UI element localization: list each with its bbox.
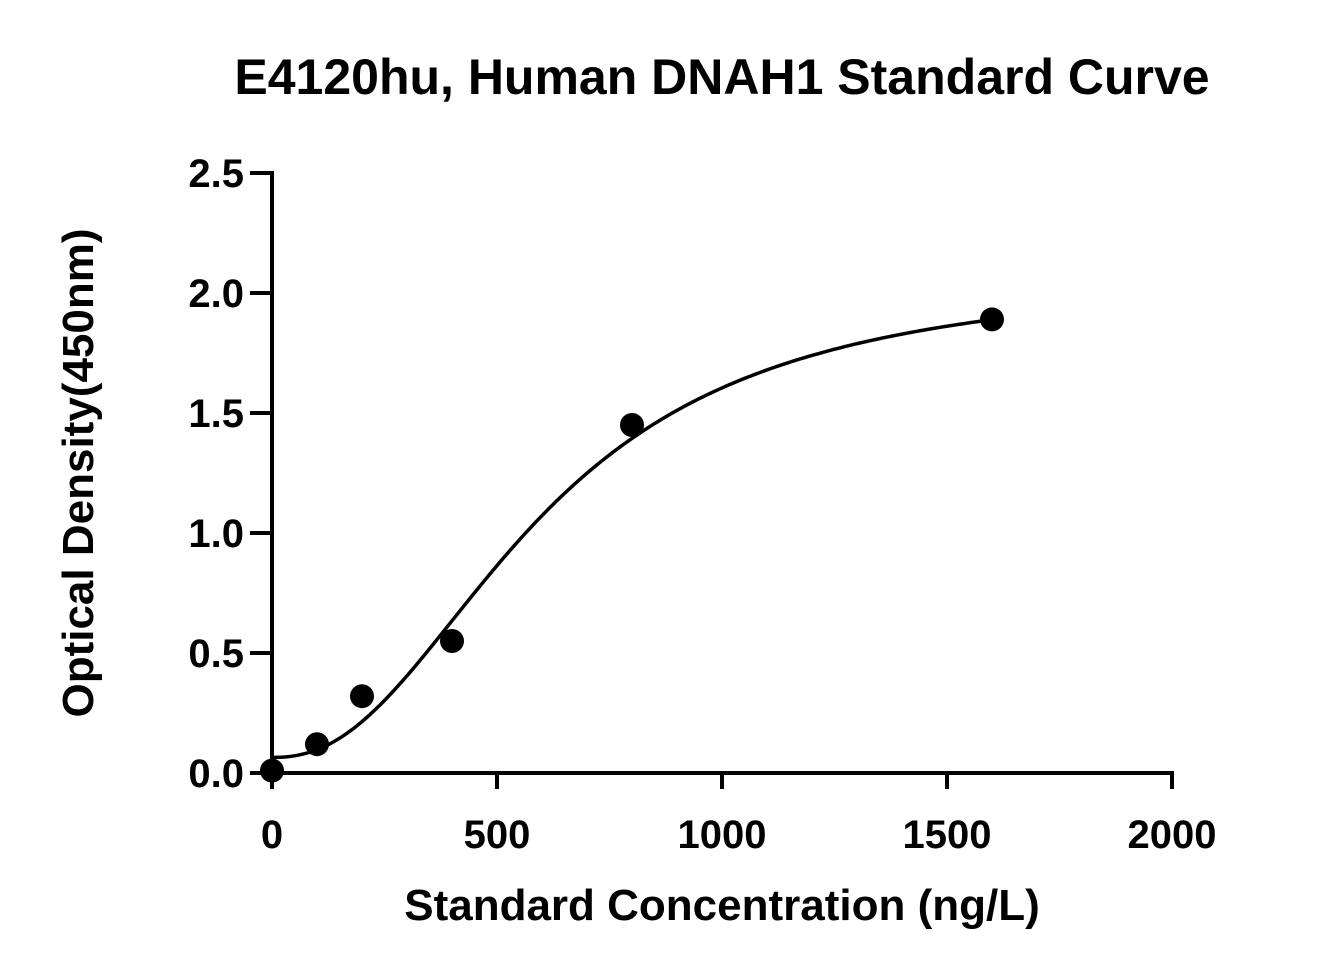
y-axis-label: Optical Density(450nm) (54, 228, 103, 717)
y-tick-label: 2.0 (188, 272, 244, 316)
x-tick-label: 1500 (903, 813, 992, 857)
data-point (350, 684, 374, 709)
x-tick-label: 2000 (1128, 813, 1217, 857)
data-point (440, 629, 464, 653)
x-tick-label: 1000 (678, 813, 767, 857)
chart-title: E4120hu, Human DNAH1 Standard Curve (234, 49, 1209, 105)
y-tick-label: 2.5 (188, 152, 244, 196)
data-point (620, 413, 644, 437)
data-point (305, 732, 329, 757)
y-tick-label: 1.5 (188, 392, 244, 436)
x-tick-label: 0 (261, 813, 283, 857)
y-tick-label: 0.5 (188, 632, 244, 676)
x-tick-label: 500 (464, 813, 531, 857)
data-point (980, 307, 1004, 332)
y-tick-label: 0.0 (188, 752, 244, 796)
y-tick-label: 1.0 (188, 512, 244, 556)
fit-curve (271, 317, 993, 760)
axis-ticks: 0 500 1000 1500 2000 0.0 0.5 1.0 1.5 2.0 2.5 (188, 152, 1216, 857)
x-axis-label: Standard Concentration (ng/L) (404, 881, 1040, 930)
